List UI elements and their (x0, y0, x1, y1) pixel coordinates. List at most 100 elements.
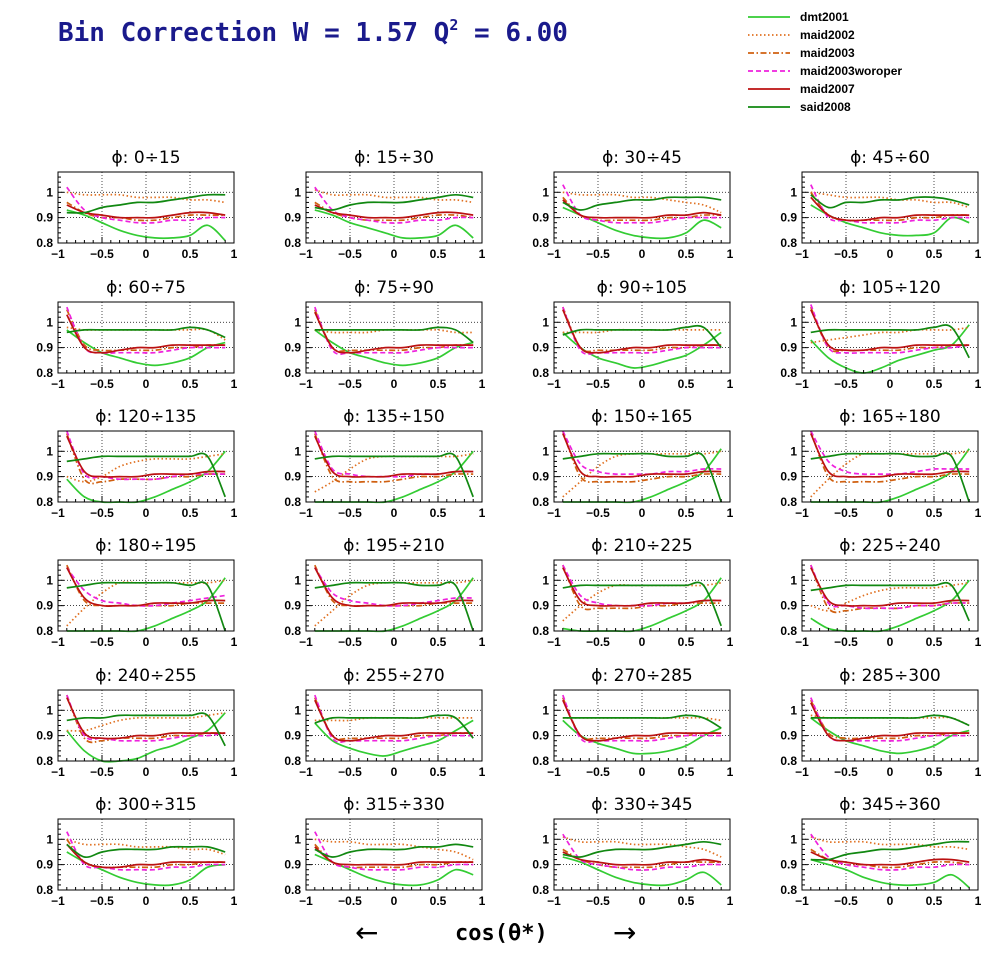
panel-title: ϕ: 225÷240 (839, 536, 941, 556)
x-tick-label: −0.5 (338, 377, 362, 391)
series-line-dmt2001 (810, 324, 970, 374)
x-tick-label: −0.5 (834, 894, 858, 908)
series-line-maid2007 (562, 851, 722, 866)
series-line-maid2003 (314, 201, 474, 222)
series-line-maid2007 (66, 567, 226, 608)
x-tick-label: 0.5 (678, 894, 695, 908)
x-tick-label: 0 (639, 506, 646, 520)
series-line-said2008 (810, 714, 970, 727)
x-tick-label: 0.5 (678, 506, 695, 520)
y-tick-label: 0.9 (780, 599, 797, 613)
x-tick-label: 0 (639, 247, 646, 261)
legend: dmt2001 maid2002 maid2003 maid2003woroper ma… (748, 10, 902, 114)
series-line-said2008 (562, 840, 722, 858)
panel-title: ϕ: 135÷150 (343, 407, 445, 427)
panel-9: ϕ: 135÷150 −1 −0.5 0 0.5 1 0.8 0.9 1 (284, 407, 485, 520)
series-line-maid2003 (314, 433, 474, 483)
y-tick-label: 0.9 (780, 470, 797, 484)
legend-entry-maid2002: maid2002 (748, 28, 855, 42)
x-tick-label: −1 (547, 506, 561, 520)
x-tick-label: −1 (299, 894, 313, 908)
y-tick-label: 0.8 (36, 754, 53, 768)
x-tick-label: 0.5 (430, 377, 447, 391)
series-line-maid2003woroper (66, 306, 226, 354)
y-tick-label: 1 (542, 185, 549, 199)
x-tick-label: 0 (391, 247, 398, 261)
panel-14: ϕ: 210÷225 −1 −0.5 0 0.5 1 0.8 0.9 1 (532, 536, 733, 649)
x-tick-label: 0.5 (182, 247, 199, 261)
panel-title: ϕ: 345÷360 (839, 795, 941, 815)
x-tick-label: 1 (479, 894, 486, 908)
x-tick-label: 1 (727, 894, 734, 908)
panel-title: ϕ: 60÷75 (106, 278, 186, 298)
series-line-maid2003 (66, 201, 226, 222)
series-line-said2008 (66, 452, 226, 498)
series-line-maid2003 (66, 564, 226, 607)
series-line-maid2003woroper (810, 304, 970, 354)
series-line-maid2007 (314, 311, 474, 354)
x-tick-label: −0.5 (834, 247, 858, 261)
series-line-said2008 (810, 840, 970, 861)
x-tick-label: −0.5 (90, 635, 114, 649)
x-tick-label: 0.5 (926, 247, 943, 261)
y-tick-label: 1 (294, 315, 301, 329)
x-tick-label: 0 (887, 506, 894, 520)
series-line-said2008 (562, 581, 722, 627)
series-line-maid2003 (562, 196, 722, 222)
panel-23: ϕ: 345÷360 −1 −0.5 0 0.5 1 0.8 0.9 1 (780, 795, 981, 908)
x-tick-label: 0 (639, 765, 646, 779)
y-tick-label: 0.8 (36, 236, 53, 250)
panel-19: ϕ: 285÷300 −1 −0.5 0 0.5 1 0.8 0.9 1 (780, 666, 981, 779)
y-tick-label: 0.8 (532, 495, 549, 509)
x-tick-label: 0.5 (182, 506, 199, 520)
x-tick-label: −1 (299, 506, 313, 520)
panel-title: ϕ: 165÷180 (839, 407, 941, 427)
x-tick-label: −0.5 (586, 765, 610, 779)
series-line-dmt2001 (314, 209, 474, 240)
series-line-maid2003 (562, 306, 722, 353)
x-tick-label: −0.5 (338, 765, 362, 779)
x-tick-label: 0 (143, 894, 150, 908)
series-line-maid2003 (314, 309, 474, 353)
panel-title: ϕ: 285÷300 (839, 666, 941, 686)
panel-22: ϕ: 330÷345 −1 −0.5 0 0.5 1 0.8 0.9 1 (532, 795, 733, 908)
series-line-maid2003 (66, 694, 226, 744)
x-tick-label: 0 (391, 765, 398, 779)
x-tick-label: −0.5 (834, 635, 858, 649)
y-tick-label: 0.8 (36, 883, 53, 897)
y-tick-label: 1 (294, 703, 301, 717)
series-line-said2008 (314, 714, 474, 739)
x-tick-label: −0.5 (90, 894, 114, 908)
legend-entry-maid2003: maid2003 (748, 46, 855, 60)
x-tick-label: 1 (727, 377, 734, 391)
series-line-maid2003woroper (562, 694, 722, 744)
x-tick-label: 0.5 (926, 506, 943, 520)
panel-5: ϕ: 75÷90 −1 −0.5 0 0.5 1 0.8 0.9 1 (284, 278, 485, 391)
x-tick-label: −0.5 (586, 506, 610, 520)
x-axis-caption: ← cos(θ*) → (355, 916, 655, 952)
x-tick-label: −1 (547, 247, 561, 261)
x-tick-label: 0 (639, 377, 646, 391)
panel-title: ϕ: 315÷330 (343, 795, 445, 815)
y-tick-label: 1 (542, 315, 549, 329)
y-tick-label: 0.9 (532, 599, 549, 613)
series-line-said2008 (66, 843, 226, 859)
y-tick-label: 0.8 (532, 236, 549, 250)
series-line-said2008 (314, 843, 474, 858)
series-line-maid2002 (314, 188, 474, 204)
x-tick-label: 1 (231, 506, 238, 520)
y-tick-label: 0.8 (780, 366, 797, 380)
x-tick-label: −1 (795, 635, 809, 649)
x-axis-label: cos(θ*) (455, 921, 548, 946)
series-line-maid2003 (810, 848, 970, 869)
series-line-maid2003woroper (314, 831, 474, 871)
series-line-maid2003woroper (562, 184, 722, 224)
panel-title: ϕ: 240÷255 (95, 666, 197, 686)
x-tick-label: 0 (887, 247, 894, 261)
y-tick-label: 0.9 (532, 211, 549, 225)
x-tick-label: 0 (143, 506, 150, 520)
panel-title: ϕ: 105÷120 (839, 278, 941, 298)
series-line-maid2002 (562, 191, 722, 214)
series-line-said2008 (66, 581, 226, 632)
chart-title-superscript: 2 (449, 16, 459, 34)
